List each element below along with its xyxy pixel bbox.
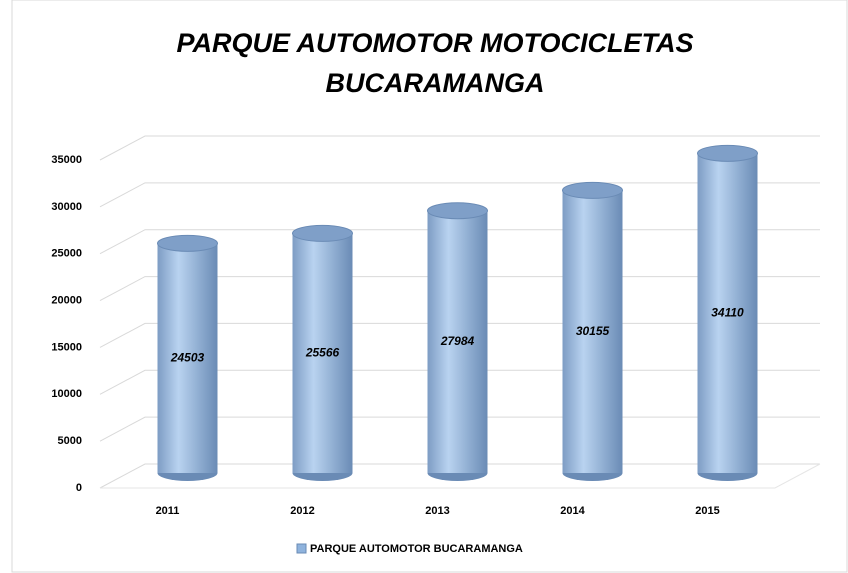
bar (427, 210, 488, 473)
x-tick-label: 2012 (290, 505, 314, 517)
bar (562, 190, 623, 473)
grid-line (99, 135, 820, 161)
y-tick-label: 0 (76, 482, 82, 494)
bar-top (292, 224, 353, 242)
x-tick-label: 2015 (695, 505, 719, 517)
bar-top (157, 234, 218, 252)
chart-border (11, 0, 848, 573)
data-label: 30155 (576, 324, 610, 338)
legend-swatch (296, 543, 307, 554)
bar (697, 153, 758, 473)
bar (157, 243, 218, 473)
data-label: 34110 (711, 305, 744, 319)
data-label: 25566 (305, 345, 340, 359)
x-tick-label: 2013 (425, 505, 449, 517)
floor (100, 463, 821, 489)
bar-top (427, 202, 488, 220)
y-tick-label: 15000 (51, 341, 82, 353)
data-label: 27984 (440, 334, 475, 348)
y-tick-label: 30000 (51, 201, 82, 213)
y-tick-label: 5000 (58, 435, 82, 447)
y-tick-label: 10000 (51, 388, 82, 400)
x-tick-label: 2011 (156, 505, 180, 517)
y-tick-label: 20000 (51, 294, 82, 306)
data-label: 24503 (170, 350, 205, 364)
legend-label: PARQUE AUTOMOTOR BUCARAMANGA (310, 543, 523, 555)
y-tick-label: 25000 (51, 248, 82, 260)
x-tick-label: 2014 (560, 505, 585, 517)
chart-title: PARQUE AUTOMOTOR MOTOCICLETAS BUCARAMANGA (176, 28, 693, 98)
y-tick-label: 35000 (51, 154, 82, 166)
bar-top (697, 144, 758, 162)
title-line: PARQUE AUTOMOTOR MOTOCICLETAS (176, 28, 693, 58)
bar (292, 233, 353, 473)
bar-top (562, 181, 623, 199)
title-line: BUCARAMANGA (326, 68, 545, 98)
